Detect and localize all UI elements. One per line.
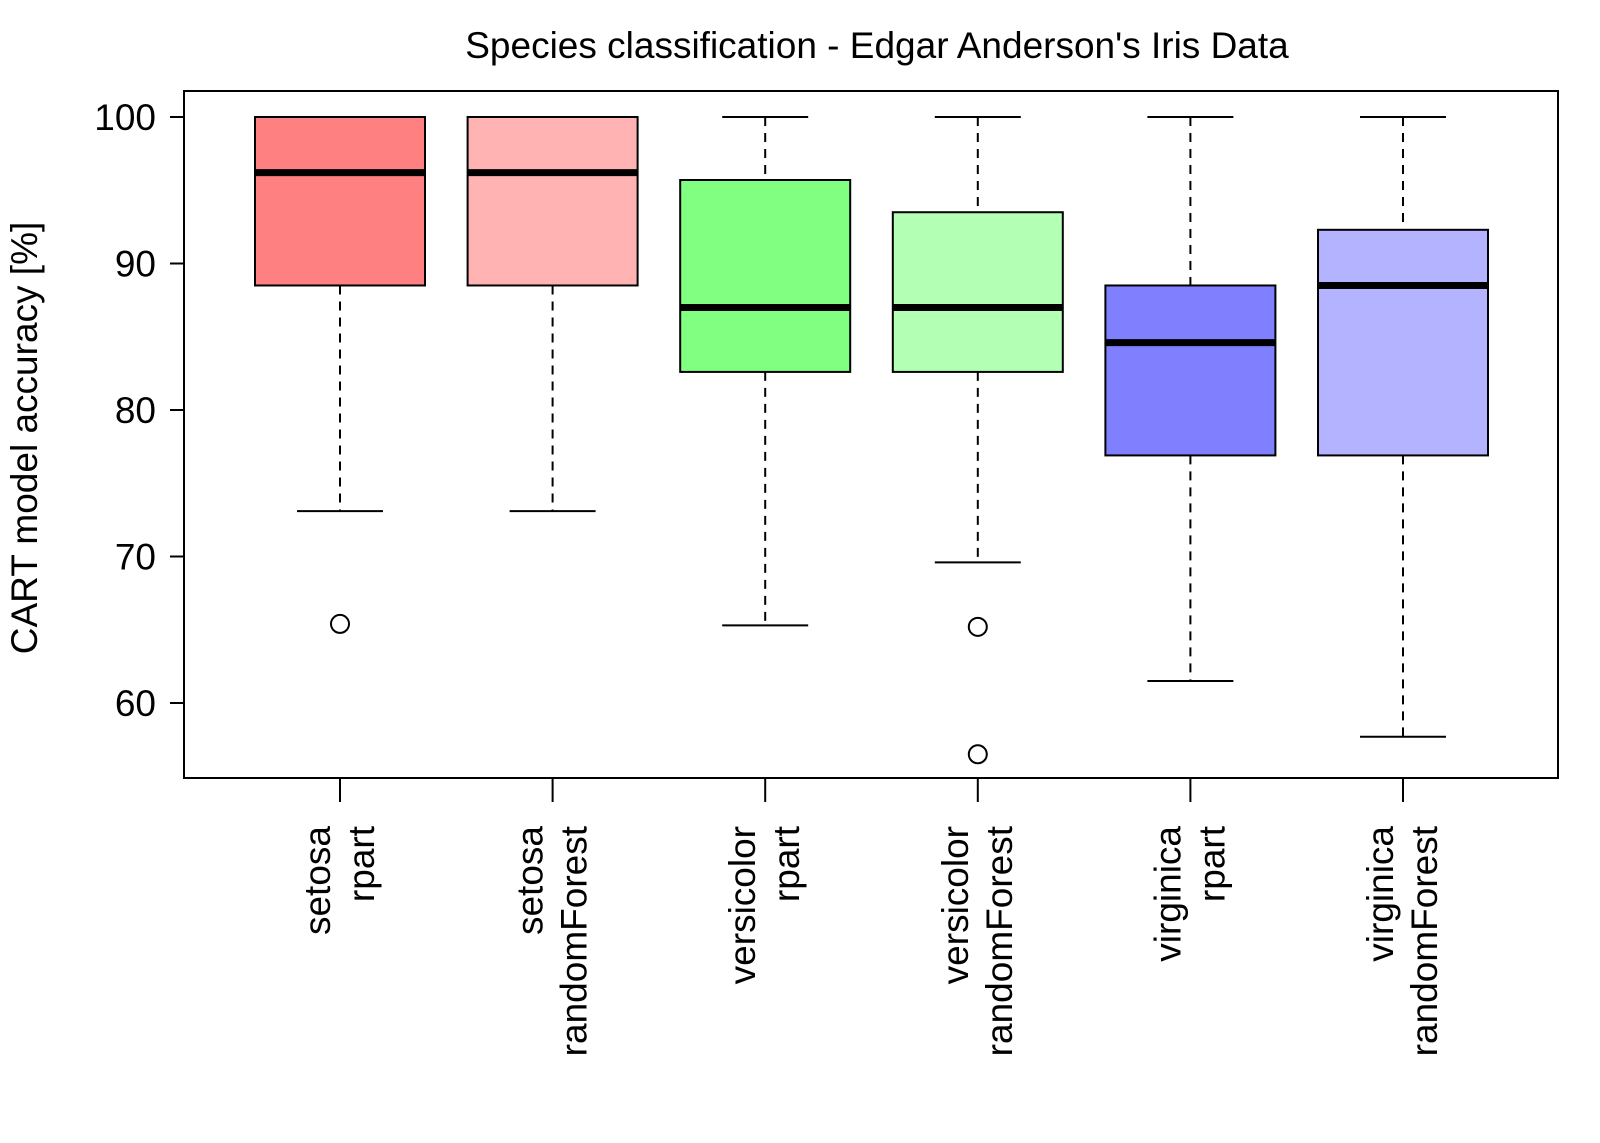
box-iqr: [891, 211, 1064, 373]
y-tick-label: 80: [115, 390, 156, 431]
x-tick-label-line2: randomForest: [554, 825, 595, 1056]
x-tick-label-line1: virginica: [1360, 826, 1401, 962]
outlier-point: [330, 613, 350, 634]
x-tick-label-line2: rpart: [1191, 825, 1232, 902]
y-tick-label: 70: [115, 537, 156, 578]
box-group: [466, 116, 639, 513]
x-tick-label-line2: rpart: [341, 825, 382, 902]
box-iqr: [254, 116, 426, 287]
box-group: [679, 116, 852, 627]
x-tick-label-line2: randomForest: [1404, 825, 1445, 1056]
y-tick-label: 100: [94, 97, 156, 138]
x-tick-label-line1: setosa: [510, 826, 551, 935]
box-iqr: [1104, 284, 1277, 457]
box-iqr: [466, 116, 639, 287]
box-group: [254, 116, 426, 634]
x-tick-label-line2: randomForest: [979, 825, 1020, 1056]
x-tick-label-line1: setosa: [297, 826, 338, 935]
x-axis: setosa rpart setosa randomForest versicolor r…: [297, 778, 1445, 1056]
plot-frame: [183, 90, 1559, 779]
box-iqr: [679, 178, 852, 373]
y-axis-label: CART model accuracy [%]: [4, 222, 45, 655]
y-axis: 60 70 80 90 100: [94, 97, 184, 724]
box-group: [1104, 116, 1277, 683]
outlier-point: [967, 744, 988, 765]
outlier-point: [967, 616, 988, 637]
x-tick-label-line1: virginica: [1147, 826, 1188, 962]
box-group: [891, 116, 1064, 765]
x-tick-label-line2: rpart: [766, 825, 807, 902]
y-tick-label: 60: [115, 683, 156, 724]
x-tick-label-line1: versicolor: [722, 826, 763, 984]
chart-title: Species classification - Edgar Anderson'…: [465, 25, 1289, 66]
box-iqr: [1317, 228, 1489, 457]
box-group: [1317, 116, 1489, 738]
boxes-layer: [254, 116, 1489, 765]
x-tick-label-line1: versicolor: [935, 826, 976, 984]
y-tick-label: 90: [115, 244, 156, 285]
